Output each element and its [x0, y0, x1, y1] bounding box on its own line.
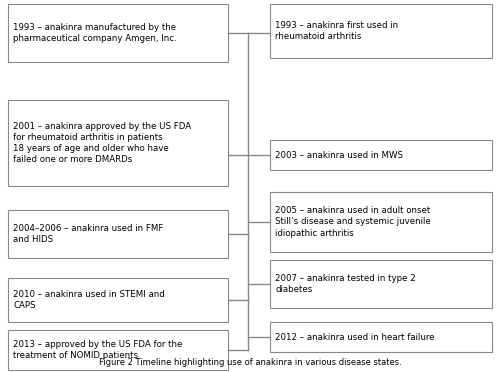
FancyBboxPatch shape	[270, 140, 492, 170]
Text: 2012 – anakinra used in heart failure: 2012 – anakinra used in heart failure	[275, 333, 434, 341]
Text: 2005 – anakinra used in adult onset
Still’s disease and systemic juvenile
idiopa: 2005 – anakinra used in adult onset Stil…	[275, 206, 431, 238]
Text: Figure 2 Timeline highlighting use of anakinra in various disease states.: Figure 2 Timeline highlighting use of an…	[98, 358, 402, 367]
Text: 2010 – anakinra used in STEMI and
CAPS: 2010 – anakinra used in STEMI and CAPS	[13, 290, 165, 310]
Text: 2007 – anakinra tested in type 2
diabetes: 2007 – anakinra tested in type 2 diabete…	[275, 274, 416, 294]
Text: 2004–2006 – anakinra used in FMF
and HIDS: 2004–2006 – anakinra used in FMF and HID…	[13, 224, 164, 244]
FancyBboxPatch shape	[8, 278, 228, 322]
Text: 2003 – anakinra used in MWS: 2003 – anakinra used in MWS	[275, 151, 403, 160]
FancyBboxPatch shape	[270, 192, 492, 252]
FancyBboxPatch shape	[270, 322, 492, 352]
FancyBboxPatch shape	[8, 100, 228, 186]
FancyBboxPatch shape	[8, 4, 228, 62]
Text: 1993 – anakinra manufactured by the
pharmaceutical company Amgen, Inc.: 1993 – anakinra manufactured by the phar…	[13, 23, 176, 43]
FancyBboxPatch shape	[8, 210, 228, 258]
Text: 2001 – anakinra approved by the US FDA
for rheumatoid arthritis in patients
18 y: 2001 – anakinra approved by the US FDA f…	[13, 122, 191, 164]
FancyBboxPatch shape	[8, 330, 228, 370]
FancyBboxPatch shape	[270, 260, 492, 308]
Text: 2013 – approved by the US FDA for the
treatment of NOMID patients: 2013 – approved by the US FDA for the tr…	[13, 340, 182, 360]
FancyBboxPatch shape	[270, 4, 492, 58]
Text: 1993 – anakinra first used in
rheumatoid arthritis: 1993 – anakinra first used in rheumatoid…	[275, 21, 398, 41]
